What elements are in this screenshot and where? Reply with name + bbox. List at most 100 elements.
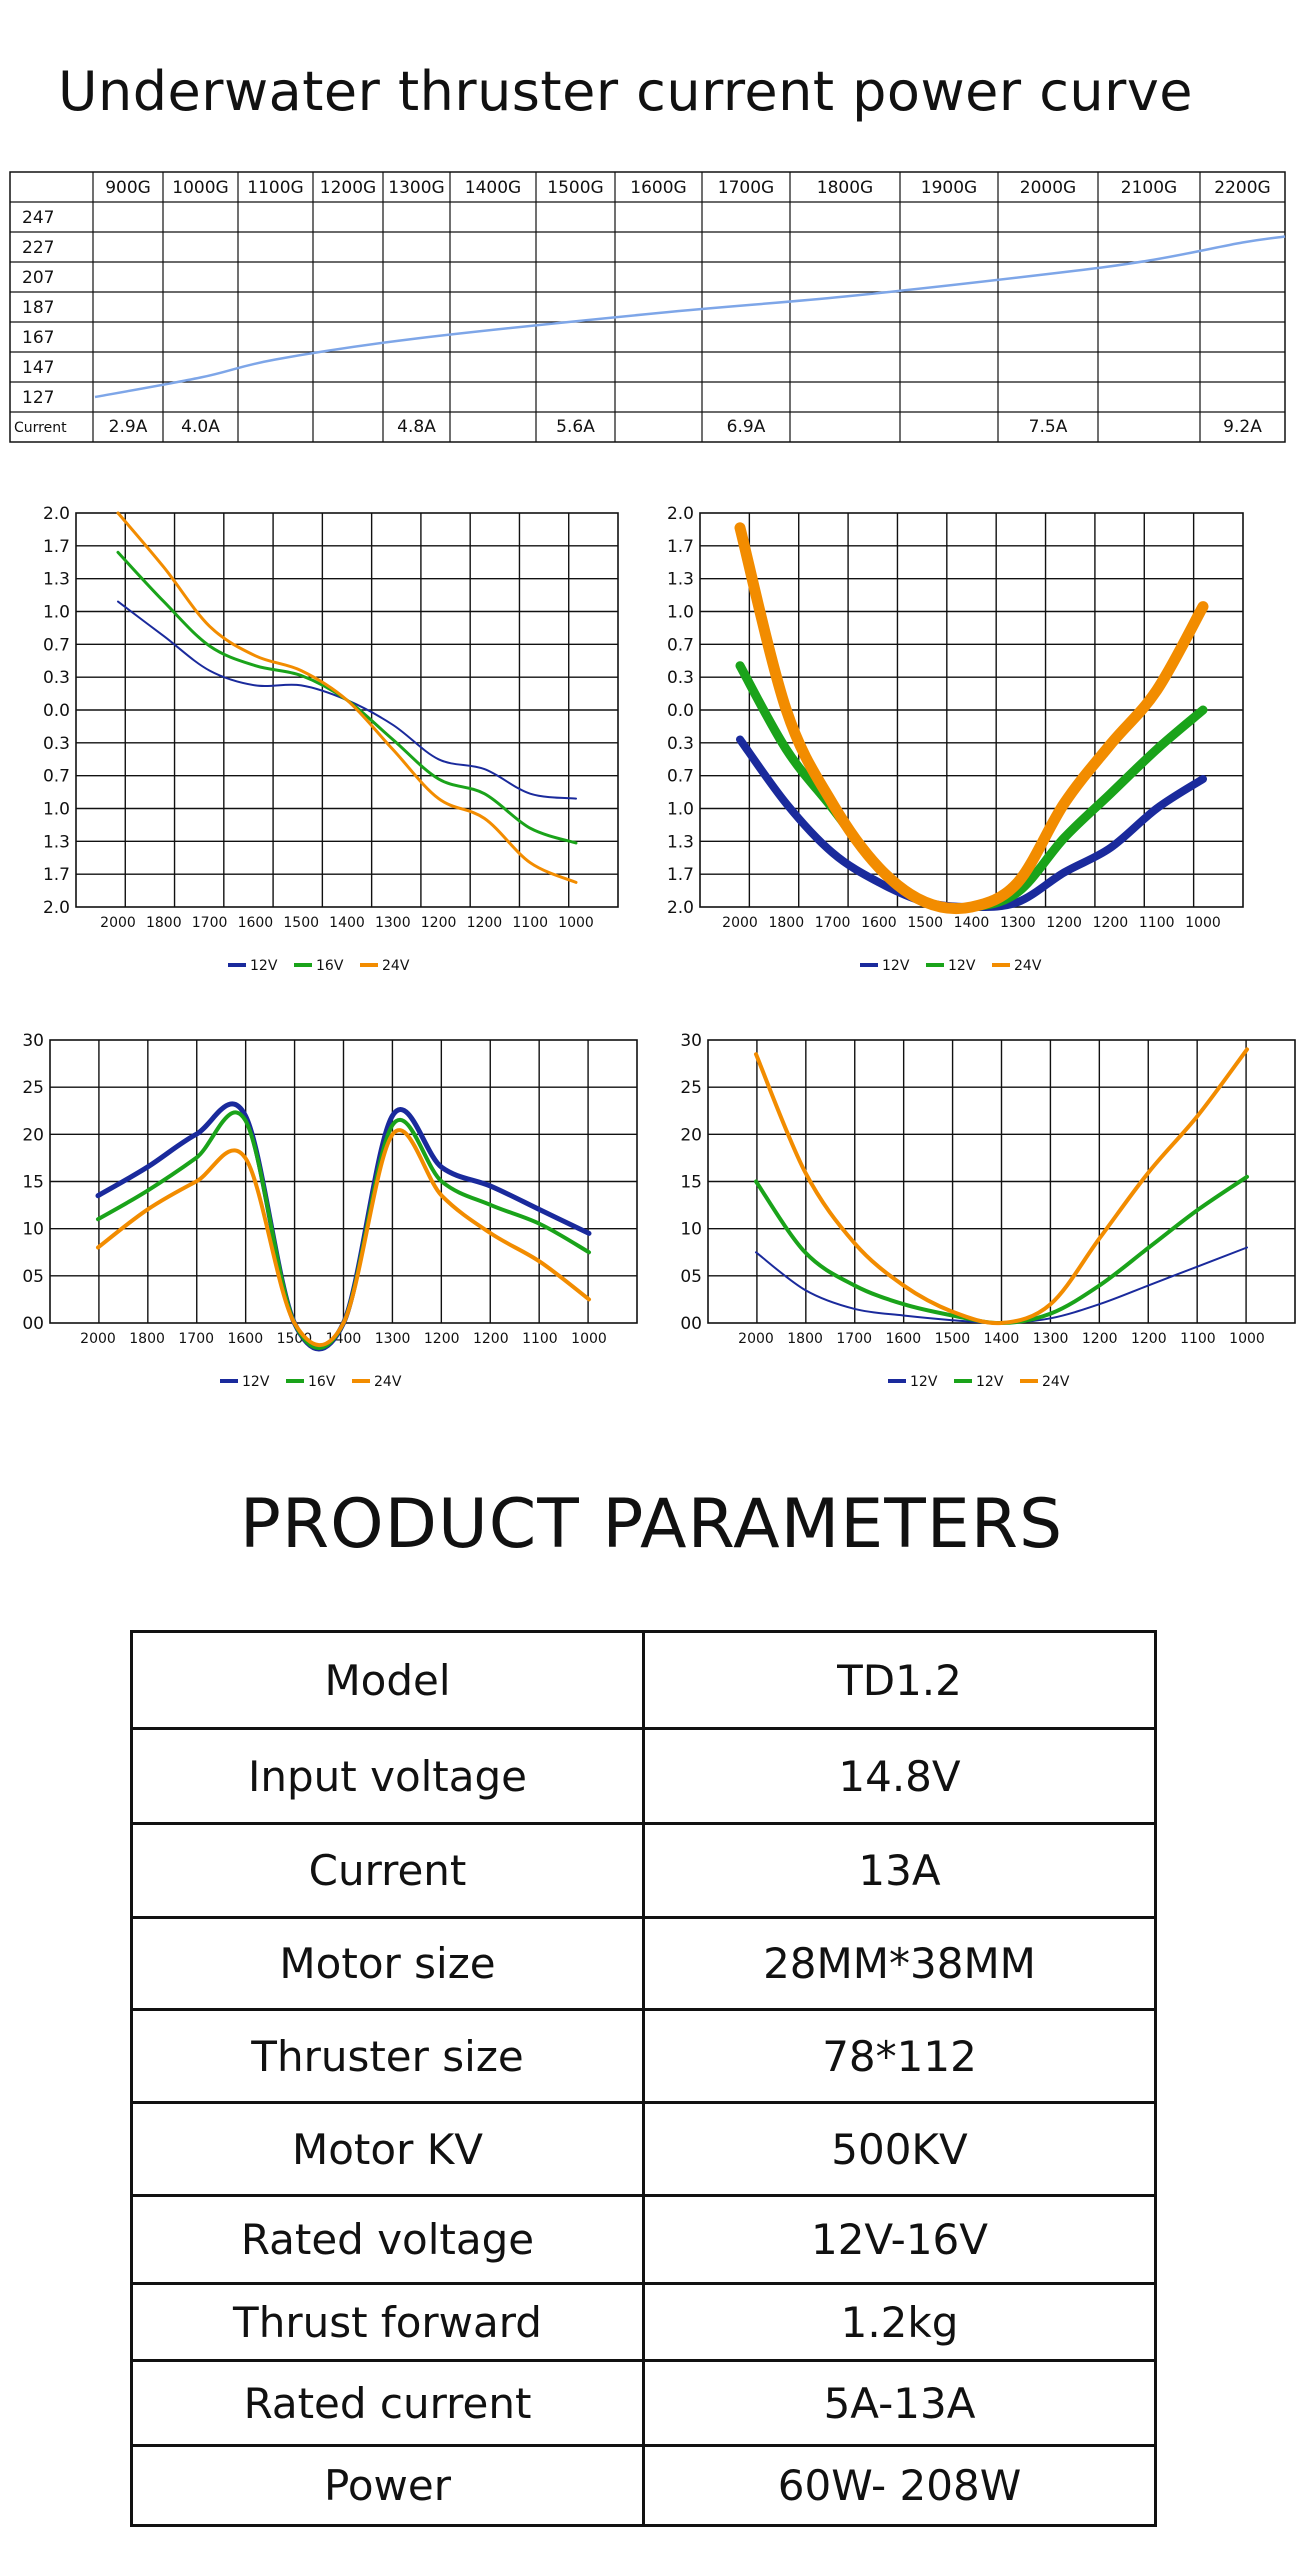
y-tick-label: 0.3 xyxy=(667,734,694,754)
param-label: Thrust forward xyxy=(130,2282,645,2362)
y-tick-label: 05 xyxy=(680,1267,702,1287)
y-tick-label: 1.3 xyxy=(667,570,694,590)
current-value: 9.2A xyxy=(1223,417,1262,437)
y-tick-label: 15 xyxy=(680,1173,702,1193)
y-tick-label: 1.0 xyxy=(667,800,694,820)
x-tick-label: 1800 xyxy=(129,1331,165,1347)
x-tick-label: 1100 xyxy=(1180,1331,1216,1347)
y-tick-label: 30 xyxy=(680,1031,702,1051)
x-tick-label: 1700 xyxy=(815,915,851,931)
param-value: 78*112 xyxy=(642,2008,1157,2104)
column-header: 1500G xyxy=(547,178,603,198)
current-value: 4.0A xyxy=(181,417,220,437)
param-value: 14.8V xyxy=(642,1727,1157,1825)
param-label: Power xyxy=(130,2444,645,2527)
x-tick-label: 2000 xyxy=(722,915,758,931)
column-header: 1200G xyxy=(320,178,376,198)
x-tick-label: 1300 xyxy=(375,915,411,931)
current-value: 6.9A xyxy=(727,417,766,437)
y-tick-label: 1.3 xyxy=(43,832,70,852)
y-tick-label: 0.0 xyxy=(43,701,70,721)
x-tick-label: 1400 xyxy=(329,915,365,931)
x-tick-label: 1800 xyxy=(768,915,804,931)
current-label: Current xyxy=(14,420,67,436)
legend-label: 16V xyxy=(308,1374,336,1390)
y-tick-label: 0.3 xyxy=(667,668,694,688)
current-value: 7.5A xyxy=(1029,417,1068,437)
column-header: 1900G xyxy=(921,178,977,198)
x-tick-label: 1000 xyxy=(571,1331,607,1347)
x-tick-label: 1000 xyxy=(558,915,594,931)
y-tick-label: 1.7 xyxy=(43,865,70,885)
legend-label: 24V xyxy=(374,1374,402,1390)
charts-canvas: 900G 1000G 1100G 1200G 1300G 1400G 1500G 1600G 1… xyxy=(9,171,1296,1390)
column-header: 1800G xyxy=(817,178,873,198)
power-table-chart: 900G 1000G 1100G 1200G 1300G 1400G 1500G 1600G 1… xyxy=(9,171,1286,443)
param-label: Motor KV xyxy=(130,2101,645,2197)
param-value: 12V-16V xyxy=(642,2194,1157,2285)
legend-label: 12V xyxy=(250,958,278,974)
param-value: TD1.2 xyxy=(642,1630,1157,1730)
row-label: 187 xyxy=(22,298,54,318)
x-tick-label: 1400 xyxy=(954,915,990,931)
table-row: Rated current 5A-13A xyxy=(130,2359,1157,2447)
legend-label: 12V xyxy=(910,1374,938,1390)
legend-label: 12V xyxy=(882,958,910,974)
x-tick-label: 1600 xyxy=(885,1331,921,1347)
line-chart-2: 2.0 1.7 1.3 1.0 0.7 0.3 0.0 0.3 0.7 1.0 1.3 1.7 2.0 2… xyxy=(667,504,1244,974)
x-tick-label: 1300 xyxy=(375,1331,411,1347)
y-tick-label: 20 xyxy=(22,1125,44,1145)
legend: 12V 16V 24V xyxy=(220,1374,402,1390)
x-tick-label: 1200 xyxy=(1046,915,1082,931)
power-series-line xyxy=(94,235,1286,399)
y-tick-label: 20 xyxy=(680,1125,702,1145)
x-tick-label: 1100 xyxy=(522,1331,558,1347)
y-tick-label: 0.7 xyxy=(43,767,70,787)
y-tick-label: 1.3 xyxy=(43,570,70,590)
y-tick-label: 00 xyxy=(680,1314,702,1334)
row-label: 127 xyxy=(22,388,54,408)
legend: 12V 12V 24V xyxy=(888,1374,1070,1390)
param-label: Current xyxy=(130,1822,645,1919)
table-row: Thruster size 78*112 xyxy=(130,2008,1157,2104)
param-value: 1.2kg xyxy=(642,2282,1157,2362)
y-tick-label: 1.7 xyxy=(667,865,694,885)
table-border xyxy=(9,171,1286,443)
y-tick-label: 15 xyxy=(22,1173,44,1193)
y-tick-label: 2.0 xyxy=(43,898,70,918)
legend-label: 12V xyxy=(976,1374,1004,1390)
column-header: 1600G xyxy=(630,178,686,198)
row-label: 167 xyxy=(22,328,54,348)
x-tick-label: 1600 xyxy=(227,1331,263,1347)
x-tick-label: 1400 xyxy=(984,1331,1020,1347)
y-tick-label: 30 xyxy=(22,1031,44,1051)
params-table: Model TD1.2 Input voltage 14.8V Current 13A… xyxy=(130,1630,1157,2527)
x-tick-label: 1600 xyxy=(861,915,897,931)
x-tick-label: 1100 xyxy=(1139,915,1175,931)
column-header: 2000G xyxy=(1020,178,1076,198)
y-tick-label: 25 xyxy=(22,1078,44,1098)
column-header: 1400G xyxy=(465,178,521,198)
row-label: 207 xyxy=(22,268,54,288)
table-row: Thrust forward 1.2kg xyxy=(130,2282,1157,2362)
x-tick-label: 1100 xyxy=(512,915,548,931)
param-label: Rated current xyxy=(130,2359,645,2447)
y-tick-label: 0.7 xyxy=(667,767,694,787)
current-value: 4.8A xyxy=(397,417,436,437)
x-tick-label: 1300 xyxy=(1000,915,1036,931)
param-label: Motor size xyxy=(130,1916,645,2011)
legend: 12V 12V 24V xyxy=(860,958,1042,974)
param-label: Model xyxy=(130,1630,645,1730)
legend-label: 24V xyxy=(1014,958,1042,974)
line-chart-4: 30 25 20 15 10 05 00 2000 1800 1700 1600 1500 1400 13… xyxy=(680,1031,1296,1390)
current-value: 2.9A xyxy=(109,417,148,437)
legend-label: 12V xyxy=(948,958,976,974)
row-label: 227 xyxy=(22,238,54,258)
table-row: Current 13A xyxy=(130,1822,1157,1919)
y-tick-label: 2.0 xyxy=(667,898,694,918)
param-value: 13A xyxy=(642,1822,1157,1919)
x-tick-label: 1200 xyxy=(424,1331,460,1347)
y-tick-label: 05 xyxy=(22,1267,44,1287)
x-tick-label: 1700 xyxy=(836,1331,872,1347)
y-tick-label: 25 xyxy=(680,1078,702,1098)
